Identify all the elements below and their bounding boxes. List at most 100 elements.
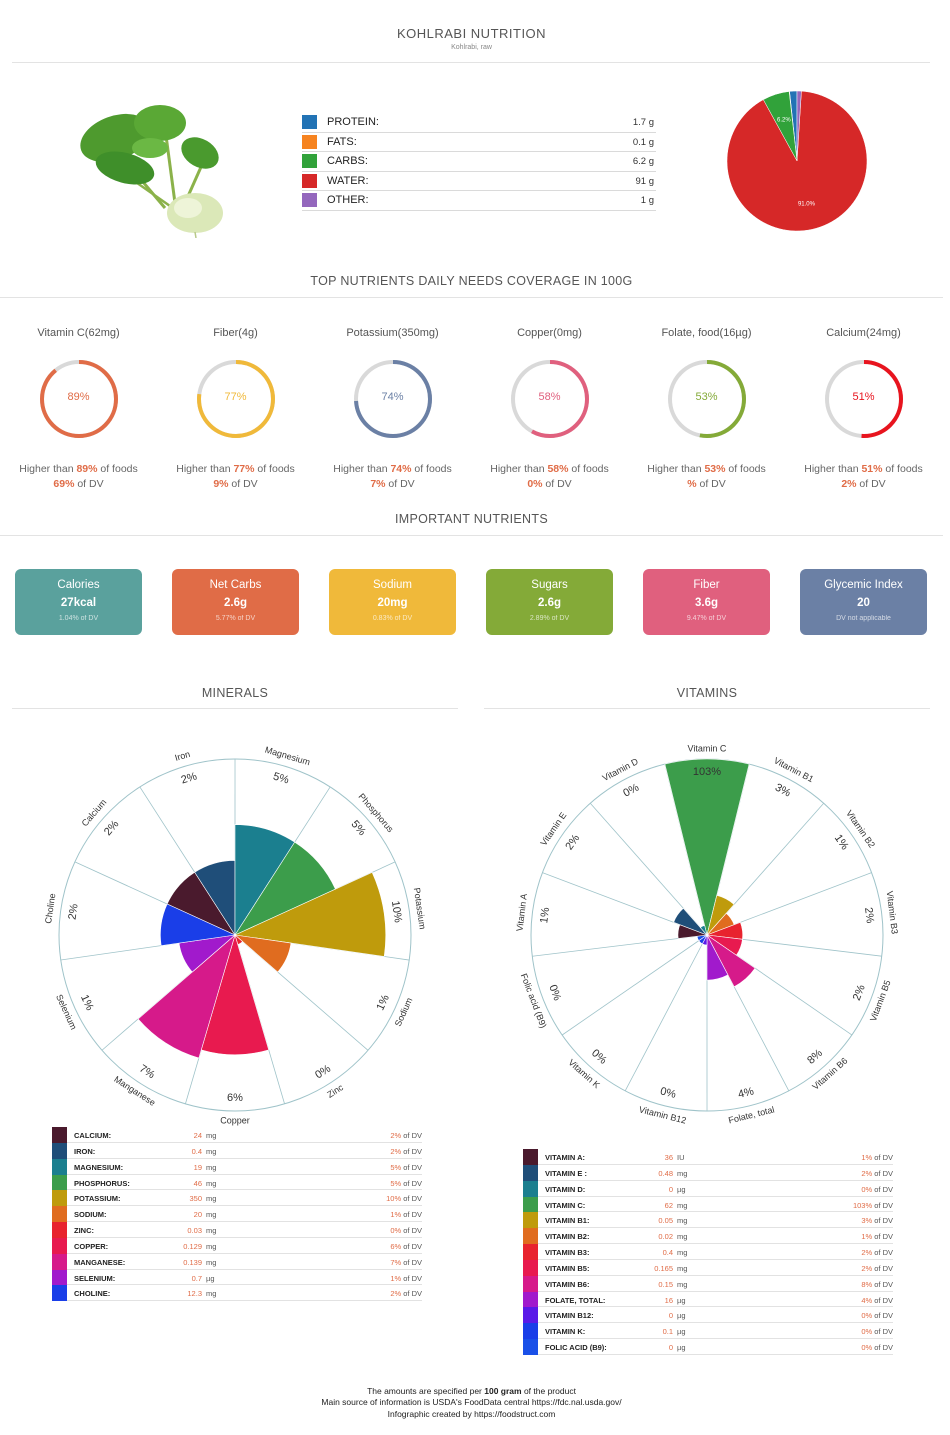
polar-value-label: 0%: [546, 983, 563, 1002]
nutrient-name: FOLIC ACID (B9):: [545, 1343, 607, 1353]
nutrient-swatch: [52, 1253, 67, 1270]
nutrient-unit: µg: [677, 1295, 686, 1305]
dv-value: 0%: [861, 1184, 873, 1194]
coverage-ring: 53%: [665, 357, 749, 441]
dv-suffix: of DV: [401, 1194, 422, 1204]
macro-value: 6.2 g: [632, 156, 654, 167]
nutrient-dv: 10% of DV: [386, 1194, 422, 1203]
nutrient-unit: mg: [677, 1263, 688, 1273]
polar-value-label: 2%: [66, 903, 80, 921]
page-subtitle: Kohlrabi, raw: [451, 44, 492, 51]
nutrient-row: VITAMIN B6: 0.15 mg 8% of DV: [523, 1275, 893, 1292]
nutrient-swatch: [523, 1180, 538, 1197]
nutrient-dv: 1% of DV: [390, 1274, 422, 1283]
nutrient-dv: 6% of DV: [390, 1242, 422, 1251]
dv-value: 2%: [861, 1168, 873, 1178]
nutrient-row: CHOLINE: 12.3 mg 2% of DV: [52, 1285, 422, 1302]
nutrient-value: 0: [668, 1184, 673, 1194]
dv-suffix: of DV: [401, 1226, 422, 1236]
nutrient-dv: 0% of DV: [861, 1311, 893, 1320]
coverage-dv: % of DV: [628, 478, 785, 490]
ring-fill: [196, 360, 275, 438]
dv-value: 69%: [53, 478, 75, 490]
dv-value: 2%: [841, 478, 857, 490]
rank-value: 77%: [233, 463, 255, 475]
macro-value: 0.1 g: [632, 136, 654, 148]
important-title: IMPORTANT NUTRIENTS: [395, 512, 548, 526]
kohlrabi-image: [80, 105, 223, 238]
nutrient-value: 36: [664, 1153, 673, 1162]
rank-prefix: Higher than: [176, 463, 234, 475]
minerals-title: MINERALS: [201, 686, 269, 700]
polar-sector-vitamin-d: [699, 924, 708, 936]
dv-suffix: of DV: [401, 1178, 422, 1188]
card-name: Net Carbs: [209, 579, 262, 591]
coverage-ring: 58%: [508, 357, 592, 441]
coverage-item: Folate, food(16µg) 53% Higher than 53% of …: [628, 327, 785, 490]
dv-value: 0%: [527, 478, 543, 490]
nutrient-value: 19: [193, 1162, 202, 1172]
nutrient-value: 24: [193, 1131, 202, 1140]
nutrient-card: Glycemic Index 20 DV not applicable: [800, 569, 927, 635]
divider: [12, 62, 930, 63]
divider: [0, 535, 943, 536]
polar-sector-sodium: [234, 934, 292, 973]
nutrient-dv: 2% of DV: [861, 1248, 893, 1257]
nutrient-swatch: [52, 1158, 67, 1175]
polar-value-label: 4%: [737, 1085, 756, 1101]
nutrient-swatch: [52, 1285, 67, 1302]
dv-suffix: of DV: [872, 1216, 893, 1226]
polar-category-label: Potassium: [412, 887, 428, 930]
nutrient-name: MANGANESE:: [74, 1257, 126, 1267]
macro-value: 91 g: [635, 175, 655, 187]
dv-value: 8%: [861, 1279, 873, 1289]
nutrient-row: VITAMIN A: 36 IU 1% of DV: [523, 1149, 893, 1165]
nutrient-value: 0.7: [191, 1273, 202, 1283]
polar-value-label: 103%: [693, 766, 721, 778]
nutrient-name: VITAMIN B12:: [545, 1311, 594, 1321]
coverage-item: Calcium(24mg) 51% Higher than 51% of foods…: [785, 327, 942, 490]
rank-prefix: Higher than: [647, 463, 705, 475]
divider: [0, 297, 943, 298]
rank-prefix: Higher than: [19, 463, 77, 475]
card-name: Fiber: [693, 579, 720, 591]
divider: [484, 708, 930, 709]
nutrient-swatch: [523, 1149, 538, 1165]
nutrient-row: SODIUM: 20 mg 1% of DV: [52, 1206, 422, 1223]
nutrient-name: ZINC:: [74, 1226, 94, 1236]
ring-fill: [353, 360, 432, 438]
dv-suffix: of DV: [872, 1295, 893, 1305]
card-name: Sodium: [373, 579, 412, 591]
vitamins-title: VITAMINS: [676, 686, 738, 700]
coverage-percent: 89%: [67, 391, 90, 403]
card-dv: 5.77% of DV: [215, 615, 256, 622]
nutrient-swatch: [52, 1237, 67, 1254]
page-title: KOHLRABI NUTRITION: [396, 26, 547, 41]
nutrient-row: COPPER: 0.129 mg 6% of DV: [52, 1237, 422, 1254]
nutrient-card: Calories 27kcal 1.04% of DV: [15, 569, 142, 635]
dv-suffix: of DV: [872, 1184, 893, 1194]
card-dv: 9.47% of DV: [686, 615, 727, 622]
nutrient-value: 20: [193, 1210, 202, 1220]
card-dv: 1.04% of DV: [58, 615, 99, 622]
dv-value: 6%: [390, 1241, 402, 1251]
nutrient-dv: 0% of DV: [390, 1226, 422, 1235]
macro-row: FATS: 0.1 g: [302, 133, 656, 152]
dv-suffix: of DV: [872, 1200, 893, 1210]
nutrient-unit: mg: [206, 1146, 217, 1156]
macro-value: 1 g: [640, 195, 654, 206]
nutrient-value: 62: [664, 1200, 673, 1210]
footer-line-1: The amounts are specified per 100 gram o…: [367, 1386, 576, 1396]
polar-spoke: [561, 934, 708, 1036]
card-value: 3.6g: [694, 597, 718, 609]
coverage-dv: 69% of DV: [0, 478, 157, 490]
nutrient-name: VITAMIN K:: [545, 1327, 586, 1337]
nutrient-swatch: [523, 1307, 538, 1324]
nutrient-value: 0.139: [183, 1257, 202, 1267]
coverage-item: Fiber(4g) 77% Higher than 77% of foods 9% o…: [157, 327, 314, 490]
rank-suffix: of foods: [411, 463, 452, 475]
nutrient-row: VITAMIN B3: 0.4 mg 2% of DV: [523, 1244, 893, 1260]
nutrient-name: VITAMIN B5:: [545, 1263, 590, 1273]
nutrient-row: CALCIUM: 24 mg 2% of DV: [52, 1127, 422, 1143]
coverage-ring: 89%: [37, 357, 121, 441]
